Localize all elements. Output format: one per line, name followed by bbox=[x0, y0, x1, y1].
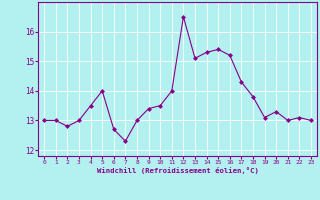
X-axis label: Windchill (Refroidissement éolien,°C): Windchill (Refroidissement éolien,°C) bbox=[97, 167, 259, 174]
